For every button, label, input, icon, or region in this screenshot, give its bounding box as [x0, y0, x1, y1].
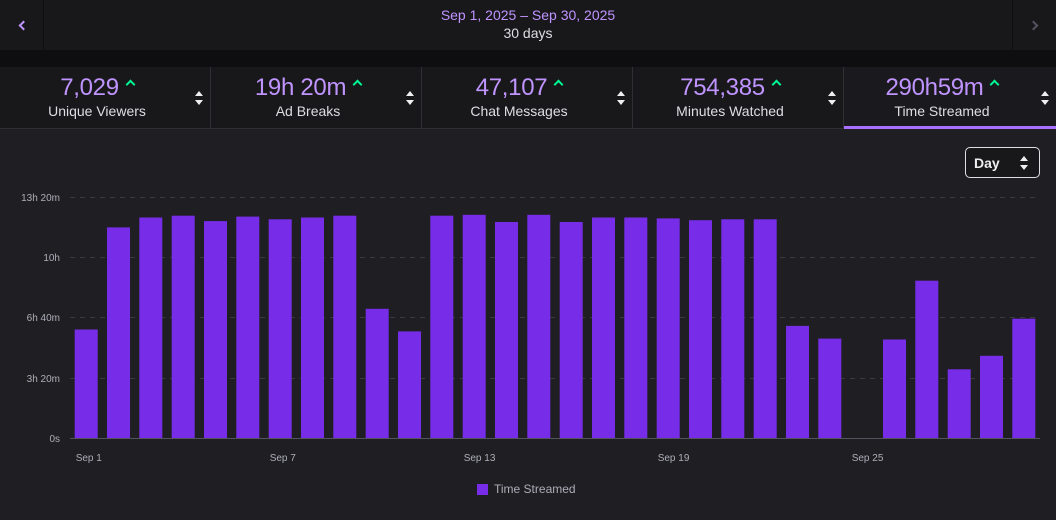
bar-sep-17[interactable]: [592, 217, 615, 439]
bar-sep-5[interactable]: [204, 221, 227, 438]
bar-sep-24[interactable]: [818, 338, 842, 438]
sort-icon: [1041, 91, 1049, 105]
legend-label: Time Streamed: [494, 482, 576, 496]
trend-up-icon: [990, 79, 1000, 90]
y-tick-label: 6h 40m: [27, 313, 60, 324]
bar-sep-19[interactable]: [656, 218, 680, 438]
bar-sep-16[interactable]: [559, 222, 583, 438]
bar-sep-23[interactable]: [786, 325, 809, 438]
bar-sep-21[interactable]: [721, 219, 745, 438]
date-range-duration: 30 days: [503, 25, 553, 41]
chevron-left-icon: [18, 20, 28, 30]
stat-label: Chat Messages: [470, 103, 568, 119]
previous-period-button[interactable]: [0, 0, 44, 50]
stat-value: 7,029: [60, 74, 119, 101]
stat-tab-ad-breaks[interactable]: 19h 20m Ad Breaks: [211, 67, 422, 129]
next-period-button[interactable]: [1012, 0, 1056, 50]
date-range-label: Sep 1, 2025 – Sep 30, 2025: [440, 7, 616, 23]
granularity-value: Day: [974, 155, 1000, 171]
bar-sep-8[interactable]: [301, 217, 324, 439]
bar-sep-28[interactable]: [947, 369, 971, 438]
bar-sep-4[interactable]: [171, 215, 195, 438]
bar-sep-1[interactable]: [74, 329, 98, 439]
select-arrows-icon: [1020, 156, 1028, 170]
trend-up-icon: [553, 79, 564, 90]
x-tick-label: Sep 13: [464, 453, 496, 464]
trend-up-icon: [352, 79, 363, 90]
stat-value: 19h 20m: [254, 74, 347, 101]
sort-icon: [617, 91, 625, 105]
bar-sep-7[interactable]: [268, 219, 292, 438]
sort-icon: [406, 91, 414, 105]
x-tick-label: Sep 1: [76, 453, 103, 464]
bar-sep-18[interactable]: [624, 217, 648, 439]
bar-sep-10[interactable]: [365, 308, 389, 438]
stat-value: 290h59m: [885, 74, 984, 101]
trend-up-icon: [125, 79, 136, 90]
stat-tab-chat-messages[interactable]: 47,107 Chat Messages: [422, 67, 633, 129]
x-tick-label: Sep 25: [852, 453, 884, 464]
bar-sep-14[interactable]: [495, 222, 518, 438]
bar-sep-30[interactable]: [1012, 318, 1036, 438]
stat-label: Minutes Watched: [676, 103, 784, 119]
sort-icon: [828, 91, 836, 105]
granularity-select[interactable]: Day: [965, 147, 1040, 178]
divider: [0, 52, 1056, 67]
bar-sep-22[interactable]: [753, 219, 777, 438]
bar-sep-9[interactable]: [333, 215, 357, 438]
bar-sep-12[interactable]: [430, 215, 454, 438]
y-tick-label: 3h 20m: [27, 374, 60, 385]
date-range-bar: Sep 1, 2025 – Sep 30, 2025 30 days: [0, 0, 1056, 52]
y-tick-label: 13h 20m: [21, 193, 60, 204]
trend-up-icon: [771, 79, 782, 90]
y-tick-label: 0s: [49, 434, 60, 445]
stat-label: Unique Viewers: [48, 103, 146, 119]
sort-icon: [195, 91, 203, 105]
bar-sep-3[interactable]: [139, 217, 163, 439]
stat-tab-minutes-watched[interactable]: 754,385 Minutes Watched: [633, 67, 844, 129]
stats-tabs: 7,029 Unique Viewers 19h 20m Ad Breaks 4…: [0, 67, 1056, 129]
bar-sep-27[interactable]: [915, 280, 939, 438]
chart-legend[interactable]: Time Streamed: [477, 482, 576, 496]
stat-value: 47,107: [475, 74, 548, 101]
stat-value: 754,385: [680, 74, 765, 101]
date-range: Sep 1, 2025 – Sep 30, 2025 30 days: [44, 6, 1012, 42]
bar-sep-15[interactable]: [527, 214, 551, 438]
bar-sep-20[interactable]: [689, 220, 712, 438]
chevron-right-icon: [1028, 20, 1038, 30]
x-tick-label: Sep 19: [658, 453, 690, 464]
stat-label: Time Streamed: [894, 103, 990, 119]
bar-sep-29[interactable]: [980, 355, 1003, 438]
stat-tab-time-streamed[interactable]: 290h59m Time Streamed: [844, 67, 1056, 129]
stat-label: Ad Breaks: [275, 103, 341, 119]
x-tick-label: Sep 7: [270, 453, 297, 464]
stat-tab-unique-viewers[interactable]: 7,029 Unique Viewers: [0, 67, 211, 129]
y-tick-label: 10h: [43, 253, 60, 264]
bar-sep-13[interactable]: [462, 214, 486, 438]
bar-sep-11[interactable]: [398, 331, 421, 438]
bar-sep-26[interactable]: [883, 339, 906, 439]
time-streamed-bar-chart: 0s 3h 20m 6h 40m 10h 13h 20m Sep 1 Sep 7 Sep 13…: [21, 193, 1040, 464]
bar-sep-2[interactable]: [107, 227, 130, 438]
legend-swatch: [477, 483, 488, 495]
bar-sep-6[interactable]: [236, 216, 260, 438]
